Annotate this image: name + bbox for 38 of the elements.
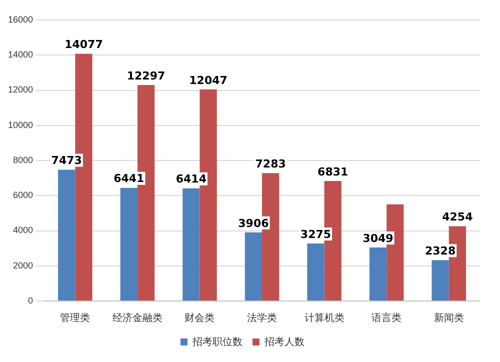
- x-tick-label: 经济金融类: [112, 312, 162, 324]
- data-label: 3275: [300, 228, 332, 241]
- data-label: 7473: [51, 154, 82, 168]
- data-label: 3049: [362, 232, 394, 245]
- y-tick-label: 2000: [12, 260, 34, 270]
- data-label: 14077: [64, 38, 103, 52]
- bar: [307, 243, 324, 300]
- bar: [120, 188, 138, 300]
- bar: [369, 247, 387, 300]
- x-tick-label: 计算机类: [304, 312, 344, 324]
- data-label: 7283: [255, 157, 286, 170]
- data-label: 4254: [442, 210, 474, 224]
- y-tick-label: 12000: [8, 84, 34, 95]
- bar: [432, 260, 449, 300]
- y-tick-label: 16000: [8, 14, 34, 24]
- y-tick-label: 4000: [12, 225, 34, 236]
- y-tick-label: 14000: [8, 50, 34, 60]
- data-label: 6831: [318, 165, 348, 178]
- data-label: 12297: [126, 69, 166, 82]
- data-label: 12047: [189, 74, 228, 87]
- data-label: 2328: [424, 244, 456, 258]
- y-tick-label: 6000: [12, 190, 34, 200]
- bar: [244, 232, 262, 300]
- data-label: 3906: [238, 216, 270, 230]
- y-tick-label: 0: [28, 295, 34, 306]
- y-tick-label: 8000: [12, 154, 34, 165]
- y-tick-label: 10000: [8, 120, 34, 130]
- x-tick-label: 管理类: [60, 312, 90, 324]
- x-tick-label: 新闻类: [434, 312, 464, 324]
- x-tick-label: 语言类: [372, 312, 402, 324]
- data-label: 6414: [176, 172, 207, 186]
- bar: [58, 170, 76, 300]
- legend-label: 招考人数: [264, 336, 304, 348]
- legend-label: 招考职位数: [192, 336, 242, 348]
- x-tick-label: 财会类: [184, 312, 215, 324]
- bar: [182, 188, 200, 300]
- x-tick-label: 法学类: [247, 312, 278, 324]
- data-label: 6441: [114, 172, 144, 186]
